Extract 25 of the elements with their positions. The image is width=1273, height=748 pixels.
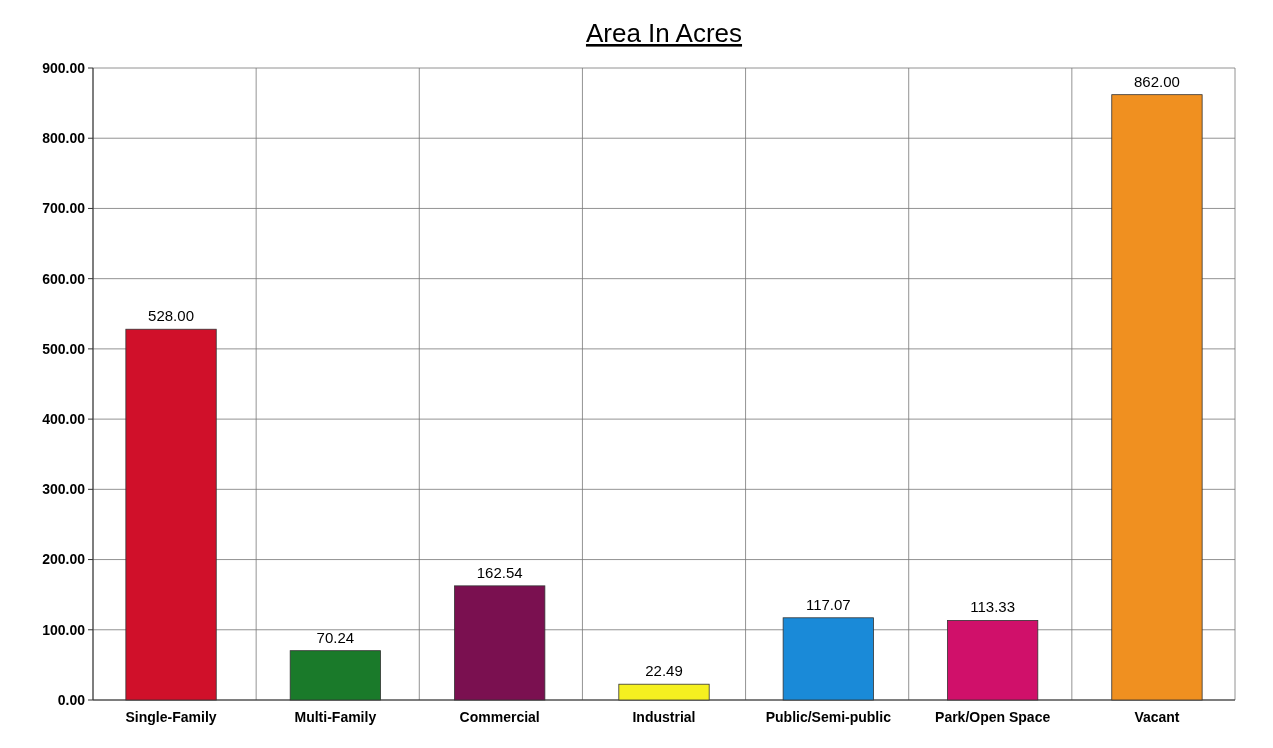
data-label: 862.00 bbox=[1134, 72, 1180, 90]
y-tick-label: 200.00 bbox=[42, 551, 86, 568]
x-tick-label: Park/Open Space bbox=[935, 709, 1051, 725]
y-tick-label: 0.00 bbox=[57, 691, 86, 708]
y-tick-label: 100.00 bbox=[42, 621, 86, 638]
data-label: 22.49 bbox=[645, 662, 683, 680]
y-tick-label: 800.00 bbox=[42, 130, 86, 147]
data-label: 117.07 bbox=[805, 595, 851, 613]
x-tick-label: Commercial bbox=[459, 709, 540, 725]
x-tick-label: Single-Family bbox=[125, 709, 217, 725]
y-tick-label: 300.00 bbox=[42, 481, 86, 498]
data-label: 528.00 bbox=[148, 307, 194, 325]
y-tick-label: 700.00 bbox=[42, 200, 86, 217]
x-tick-label: Public/Semi-public bbox=[765, 709, 892, 725]
x-tick-label: Industrial bbox=[632, 709, 696, 725]
y-tick-label: 600.00 bbox=[42, 270, 86, 287]
y-tick-label: 900.00 bbox=[42, 59, 86, 76]
data-label: 113.33 bbox=[970, 598, 1016, 616]
data-label: 70.24 bbox=[316, 628, 355, 646]
y-tick-label: 400.00 bbox=[42, 411, 86, 428]
chart-title: Area In Acres bbox=[585, 18, 743, 48]
x-tick-label: Vacant bbox=[1134, 709, 1180, 725]
x-tick-label: Multi-Family bbox=[294, 709, 377, 725]
y-tick-label: 500.00 bbox=[42, 340, 86, 357]
data-label: 162.54 bbox=[476, 563, 523, 581]
